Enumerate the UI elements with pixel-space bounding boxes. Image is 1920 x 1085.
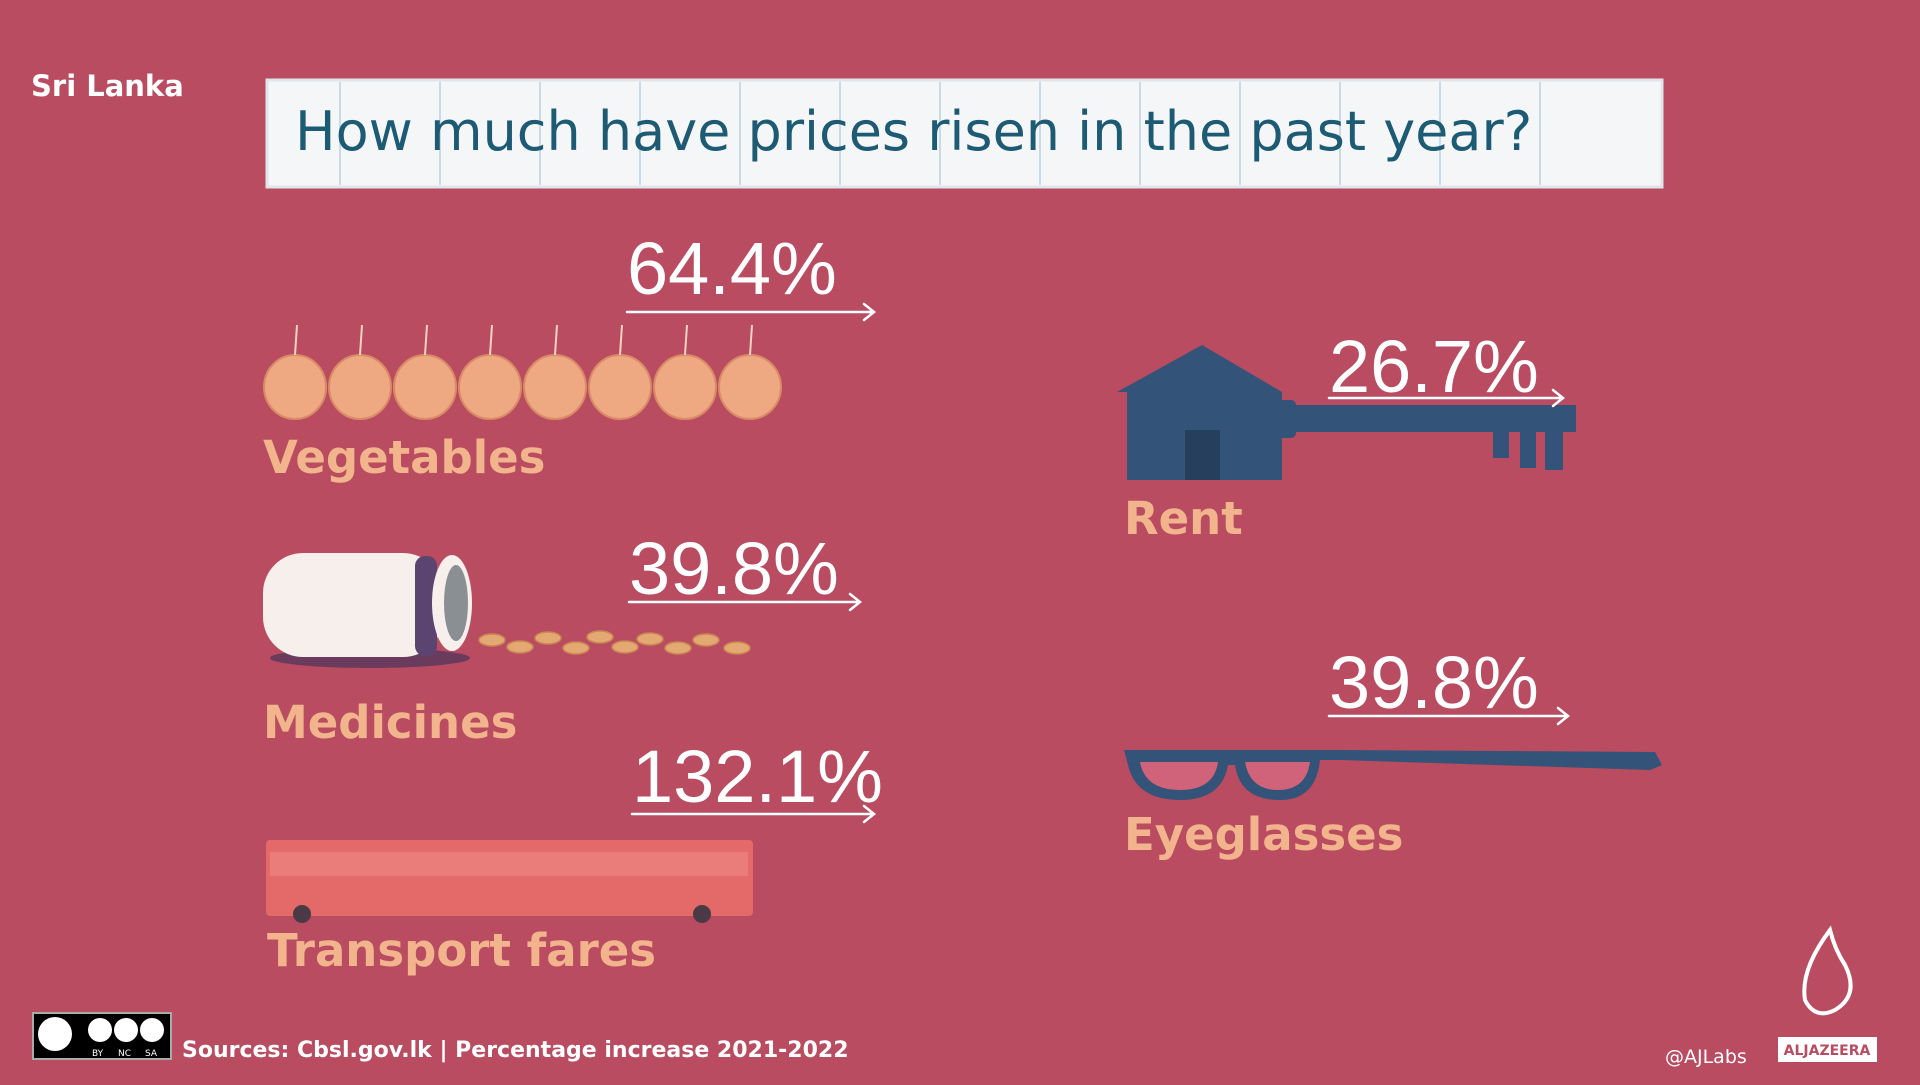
sources: Sources: Cbsl.gov.lk | Percentage increa… [182,1038,849,1063]
logo-text: ALJAZEERA [1784,1043,1871,1059]
logo: ALJAZEERA [1778,925,1877,1062]
pill-jar [263,553,751,668]
value: 132.1% [632,735,883,818]
onions [263,324,782,420]
label: Medicines [263,696,517,749]
value: 39.8% [1329,641,1539,724]
license-nc: NC [118,1049,131,1059]
arrow [1327,706,1571,726]
house-key [1117,345,1576,480]
label: Eyeglasses [1124,808,1403,861]
license-sa: SA [145,1049,158,1059]
label: Transport fares [267,924,656,977]
arrow [625,302,877,322]
arrow [1327,388,1566,408]
arrow [627,592,863,612]
title: How much have prices risen in the past y… [295,100,1532,163]
value: 64.4% [627,227,837,310]
title-box: How much have prices risen in the past y… [265,78,1664,189]
eyeglasses [1124,750,1662,800]
arrow [630,804,877,824]
value: 26.7% [1329,325,1539,408]
value: 39.8% [629,527,839,610]
label: Vegetables [263,431,545,484]
handle: @AJLabs [1665,1046,1747,1068]
label: Rent [1124,492,1243,545]
license-by: BY [92,1049,104,1059]
license-badge: BY NC SA [32,1012,172,1060]
region: Sri Lanka [31,69,184,103]
bus [266,840,753,923]
